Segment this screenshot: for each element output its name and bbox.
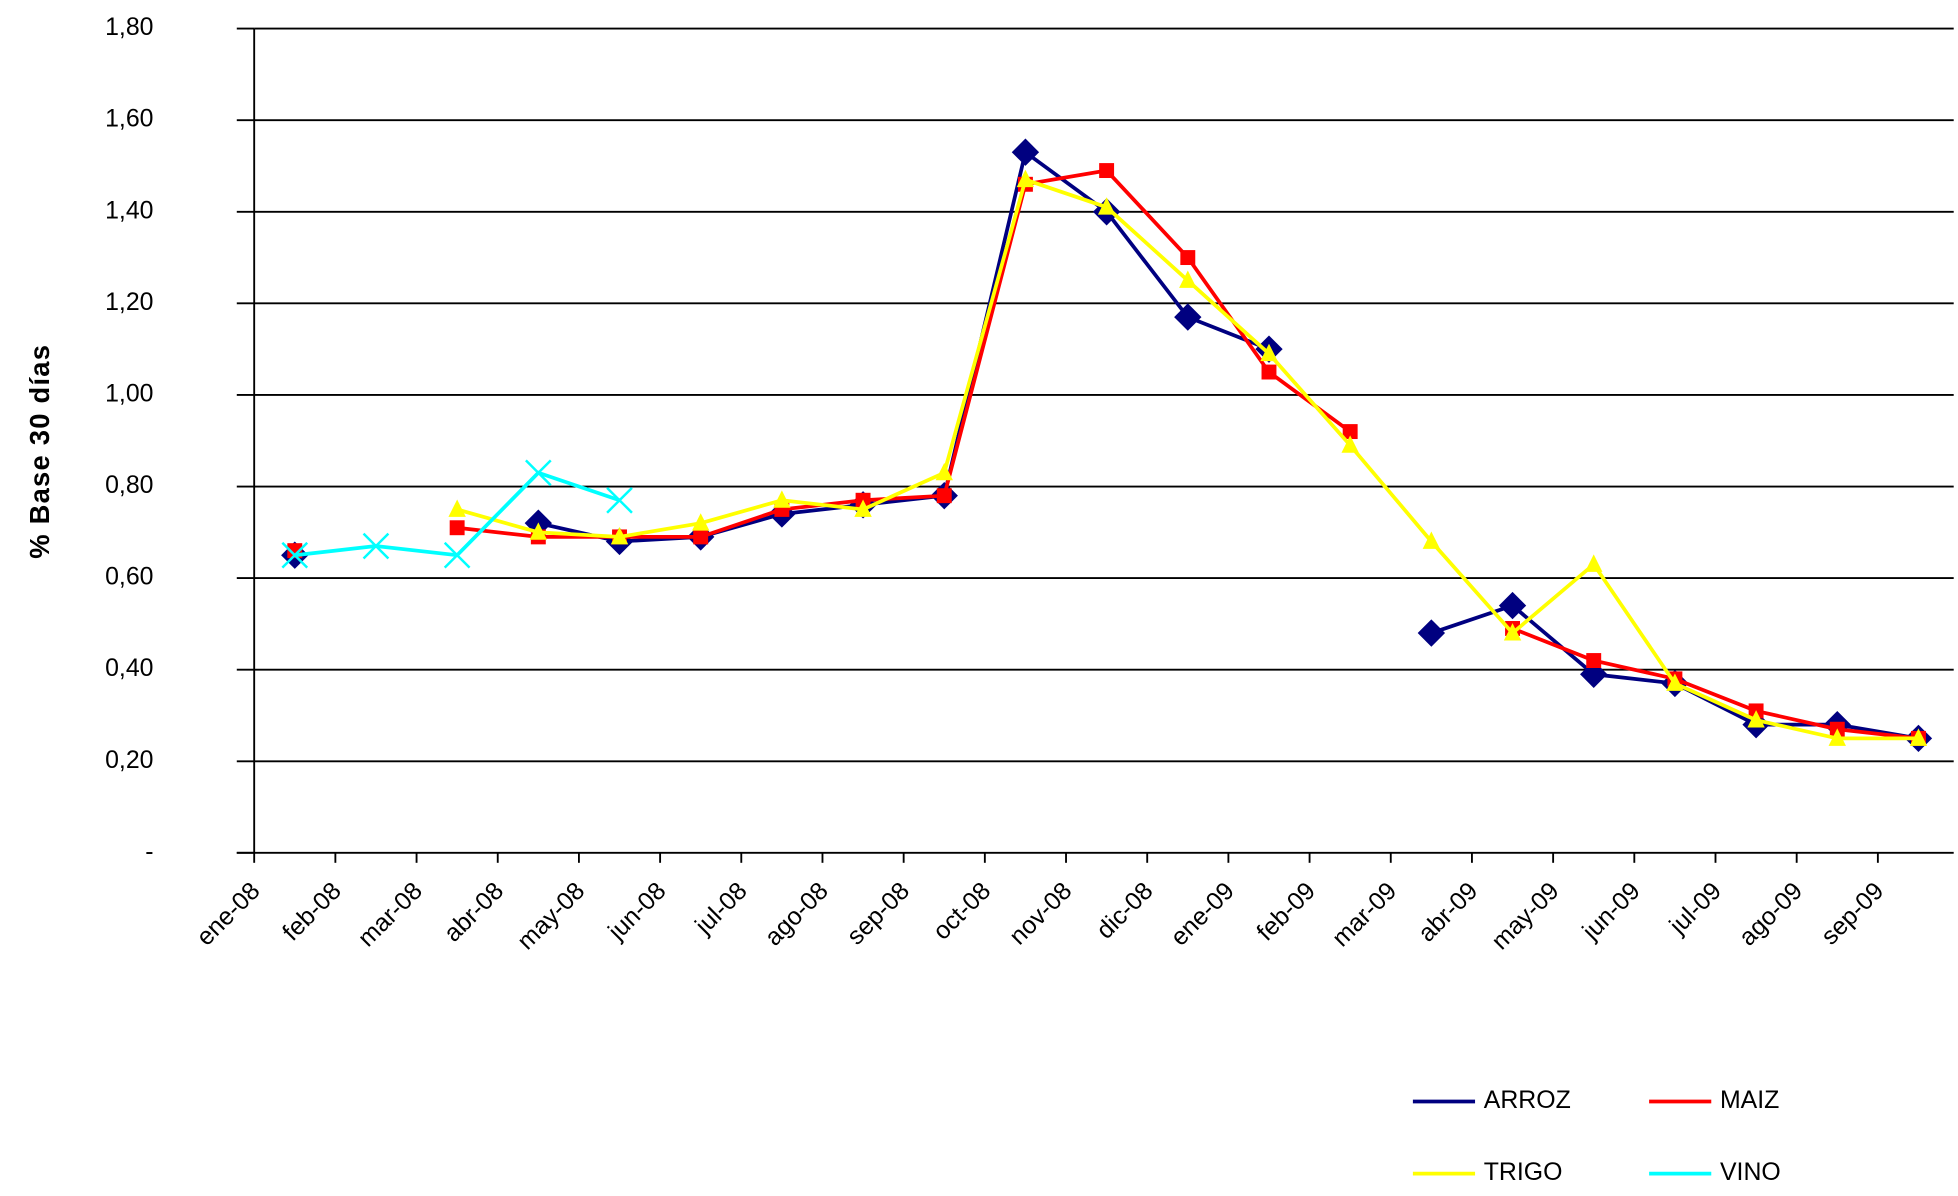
x-tick-label: ene-08 — [191, 877, 266, 952]
x-tick-label: ene-09 — [1165, 877, 1240, 952]
marker — [1261, 364, 1277, 380]
marker — [1016, 169, 1035, 188]
x-tick-label: oct-08 — [928, 877, 997, 946]
marker — [1417, 619, 1446, 647]
x-tick-label: mar-08 — [352, 877, 427, 952]
marker — [529, 522, 548, 540]
marker — [854, 499, 872, 517]
marker — [1260, 343, 1278, 362]
marker — [1586, 653, 1602, 668]
x-tick-label: jun-08 — [602, 877, 671, 946]
x-tick-label: feb-09 — [1251, 877, 1321, 947]
marker — [773, 490, 791, 508]
marker — [691, 513, 710, 531]
x-tick-label: feb-08 — [277, 877, 347, 947]
legend-label: MAIZ — [1720, 1086, 1779, 1114]
y-tick-label: 0,20 — [105, 746, 153, 774]
marker — [606, 486, 633, 514]
y-axis-title: % Base 30 días — [24, 344, 55, 559]
marker — [1422, 531, 1441, 549]
y-tick-label: 0,40 — [105, 654, 153, 682]
x-tick-label: mar-09 — [1327, 877, 1402, 952]
marker — [935, 462, 953, 481]
x-tick-label: ago-08 — [759, 877, 834, 952]
marker — [525, 459, 552, 487]
x-tick-label: jun-09 — [1576, 877, 1645, 946]
legend-label: ARROZ — [1484, 1086, 1571, 1114]
x-tick-label: may-09 — [1486, 877, 1564, 955]
x-tick-label: may-08 — [512, 877, 590, 955]
marker — [1828, 728, 1846, 746]
y-tick-label: 1,00 — [105, 379, 153, 407]
marker — [936, 488, 952, 504]
y-tick-label: 1,40 — [105, 196, 153, 224]
marker — [1666, 673, 1684, 691]
y-tick-label: - — [145, 837, 153, 865]
marker — [1747, 710, 1765, 728]
x-tick-label: nov-08 — [1004, 877, 1078, 951]
marker — [1097, 197, 1116, 215]
x-tick-label: ago-09 — [1734, 877, 1809, 952]
x-tick-label: jul-08 — [689, 877, 753, 941]
legend-label: VINO — [1720, 1158, 1781, 1186]
y-tick-label: 1,20 — [105, 288, 153, 316]
x-tick-label: abr-08 — [438, 877, 509, 948]
marker — [1909, 728, 1928, 746]
legend-label: TRIGO — [1484, 1158, 1563, 1186]
series-line — [537, 149, 1919, 741]
marker — [281, 541, 309, 569]
marker — [362, 532, 390, 560]
marker — [448, 499, 466, 517]
y-tick-label: 1,80 — [105, 13, 153, 41]
y-tick-label: 0,60 — [105, 563, 153, 591]
marker — [1179, 270, 1197, 288]
x-tick-label: jul-09 — [1663, 877, 1727, 941]
marker — [443, 541, 471, 569]
x-tick-label: dic-08 — [1091, 877, 1159, 945]
marker — [693, 529, 709, 545]
marker — [1341, 435, 1359, 453]
marker — [1503, 623, 1522, 641]
marker — [1180, 250, 1196, 266]
x-tick-label: sep-09 — [1816, 877, 1890, 951]
x-tick-label: abr-09 — [1413, 877, 1484, 948]
x-tick-label: sep-08 — [841, 877, 915, 951]
marker — [1342, 424, 1358, 440]
marker — [1011, 138, 1040, 166]
y-tick-label: 0,80 — [105, 471, 153, 499]
marker — [1585, 554, 1603, 572]
marker — [449, 520, 465, 536]
marker — [610, 526, 629, 545]
y-tick-label: 1,60 — [105, 105, 153, 133]
marker — [1099, 163, 1115, 179]
